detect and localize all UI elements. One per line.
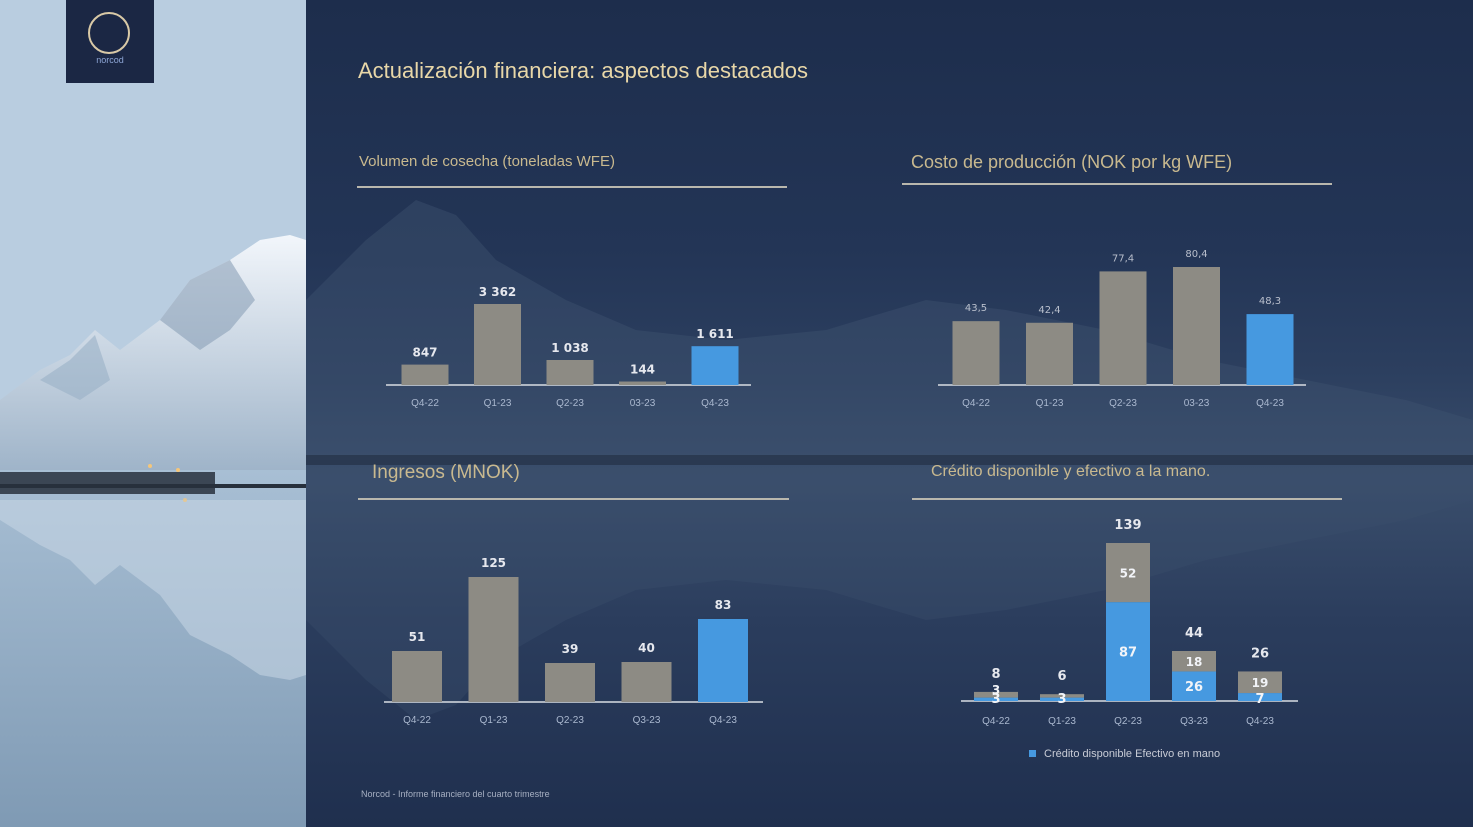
main-panel: Actualización financiera: aspectos desta…	[306, 0, 1473, 827]
data-label: 125	[481, 556, 506, 570]
legend-label: Crédito disponible Efectivo en mano	[1044, 748, 1221, 760]
bar-segment-gray-Q2-23	[1106, 543, 1150, 603]
bar-Q4-22	[952, 321, 1000, 385]
revenue-chart: 51 Q4-22 125 Q1-23 39 Q2-23 40 Q3-23 83 Q4-23	[384, 556, 763, 726]
revenue-title: Ingresos (MNOK)	[372, 462, 520, 483]
bar-segment-blue-Q4-23	[1238, 693, 1282, 701]
segment-label: 3	[992, 683, 1000, 697]
bar-segment-blue-Q1-23	[1040, 697, 1084, 701]
norcod-logo: norcod	[66, 0, 154, 83]
x-tick-label: Q2-23	[556, 398, 584, 409]
bar-segment-gray-Q3-23	[1172, 650, 1216, 672]
credit-cash-rule	[912, 498, 1342, 500]
bar-Q3-23	[621, 662, 672, 702]
x-tick-label: Q2-23	[556, 715, 584, 726]
x-tick-label: Q1-23	[1048, 716, 1076, 727]
x-tick-label: Q4-23	[1256, 398, 1284, 409]
x-tick-label: 03-23	[630, 398, 656, 409]
data-label: 3 362	[479, 285, 517, 299]
bar-segment-blue-Q4-22	[974, 697, 1018, 701]
bar-Q1-23	[468, 577, 519, 702]
total-label: 8	[991, 667, 1000, 682]
x-tick-label: Q3-23	[633, 715, 661, 726]
data-label: 847	[412, 346, 437, 360]
bar-Q4-23	[691, 346, 739, 385]
segment-label: 87	[1119, 646, 1137, 661]
data-label: 80,4	[1185, 249, 1207, 260]
page-title: Actualización financiera: aspectos desta…	[358, 58, 809, 83]
x-tick-label: 03-23	[1184, 398, 1210, 409]
segment-label: 7	[1255, 692, 1264, 707]
harvest-volume-title: Volumen de cosecha (toneladas WFE)	[359, 153, 615, 170]
logo-ring-icon	[88, 12, 130, 54]
data-label: 43,5	[965, 303, 987, 314]
bar-Q4-22	[392, 651, 442, 702]
revenue-rule	[358, 498, 789, 500]
bar-Q4-23	[1246, 314, 1294, 385]
logo-text: norcod	[96, 55, 124, 65]
credit-cash-legend: Crédito disponible Efectivo en mano	[1029, 748, 1220, 760]
data-label: 39	[562, 642, 579, 656]
footer-text: Norcod - Informe financiero del cuarto t…	[361, 789, 550, 799]
x-tick-label: Q4-22	[403, 715, 431, 726]
bar-Q4-22	[401, 364, 449, 385]
bar-03-23	[1173, 267, 1220, 385]
x-tick-label: Q4-22	[411, 398, 439, 409]
x-tick-label: Q1-23	[1036, 398, 1064, 409]
bar-segment-blue-Q3-23	[1172, 671, 1216, 701]
x-tick-label: Q2-23	[1109, 398, 1137, 409]
segment-label: 3	[991, 692, 1000, 707]
data-label: 144	[630, 363, 655, 377]
bar-Q4-23	[698, 619, 748, 702]
bar-segment-blue-Q2-23	[1106, 602, 1150, 701]
data-label: 40	[638, 641, 655, 655]
data-label: 51	[409, 630, 426, 644]
segment-label: 18	[1186, 655, 1203, 669]
segment-label: 26	[1185, 680, 1203, 695]
data-label: 1 611	[696, 327, 734, 341]
harvest-volume-rule	[357, 186, 787, 188]
bar-segment-gray-Q4-22	[974, 691, 1018, 698]
bar-03-23	[619, 381, 666, 385]
legend-swatch	[1029, 750, 1036, 757]
credit-cash-title: Crédito disponible y efectivo a la mano.	[931, 463, 1211, 480]
data-label: 48,3	[1259, 296, 1281, 307]
bar-Q1-23	[474, 304, 521, 385]
landscape-photo: norcod	[0, 0, 306, 827]
production-cost-rule	[902, 183, 1332, 185]
production-cost-title: Costo de producción (NOK por kg WFE)	[911, 152, 1233, 172]
total-label: 139	[1114, 518, 1141, 533]
total-label: 6	[1057, 669, 1066, 684]
bar-Q2-23	[1099, 271, 1147, 385]
credit-cash-chart: 338Q4-2236Q1-238752139Q2-23261844Q3-2371…	[961, 518, 1298, 727]
x-tick-label: Q4-23	[709, 715, 737, 726]
data-label: 77,4	[1112, 253, 1134, 264]
production-cost-chart: 43,5 Q4-22 42,4 Q1-23 77,4 Q2-23 80,4 03-23 48,3…	[938, 249, 1306, 409]
x-tick-label: Q1-23	[484, 398, 512, 409]
x-tick-label: Q4-23	[701, 398, 729, 409]
background-landscape	[306, 200, 1473, 720]
segment-label: 19	[1252, 676, 1269, 690]
segment-label: 52	[1120, 567, 1137, 581]
bar-Q2-23	[546, 359, 594, 385]
data-label: 83	[715, 598, 732, 612]
bar-Q2-23	[545, 663, 595, 702]
data-label: 1 038	[551, 341, 589, 355]
bar-segment-gray-Q1-23	[1040, 694, 1084, 698]
segment-label: 3	[1057, 692, 1066, 707]
x-tick-label: Q4-22	[962, 398, 990, 409]
bar-segment-gray-Q4-23	[1238, 671, 1282, 694]
harvest-volume-chart: 847 Q4-22 3 362 Q1-23 1 038 Q2-23 144 03-23 1 61…	[386, 285, 751, 409]
total-label: 44	[1185, 626, 1203, 641]
x-tick-label: Q4-22	[982, 716, 1010, 727]
bar-Q1-23	[1026, 322, 1073, 385]
data-label: 42,4	[1038, 305, 1060, 316]
x-tick-label: Q1-23	[480, 715, 508, 726]
x-tick-label: Q3-23	[1180, 716, 1208, 727]
total-label: 26	[1251, 646, 1269, 661]
x-tick-label: Q4-23	[1246, 716, 1274, 727]
x-tick-label: Q2-23	[1114, 716, 1142, 727]
